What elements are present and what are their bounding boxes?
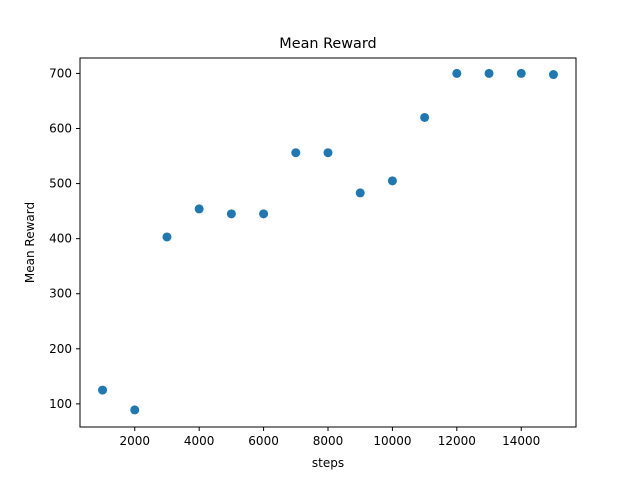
data-point [355, 188, 365, 198]
x-tick-label: 4000 [184, 434, 215, 448]
chart-title: Mean Reward [279, 36, 376, 52]
x-tick-label: 8000 [313, 434, 344, 448]
data-point [548, 70, 558, 80]
data-point [259, 209, 269, 219]
data-point [323, 148, 333, 158]
data-point [162, 232, 172, 242]
x-tick-label: 6000 [248, 434, 279, 448]
data-point [291, 148, 301, 158]
x-tick-label: 2000 [119, 434, 150, 448]
y-tick-label: 300 [49, 287, 72, 301]
data-points [98, 68, 558, 415]
data-point [194, 204, 204, 214]
y-tick-label: 400 [49, 232, 72, 246]
y-tick-label: 700 [49, 66, 72, 80]
data-point [98, 385, 108, 395]
x-tick-label: 14000 [502, 434, 540, 448]
data-point [516, 68, 526, 78]
y-axis: 100 200 300 400 500 600 700 [49, 66, 80, 411]
y-tick-label: 600 [49, 121, 72, 135]
y-tick-label: 200 [49, 342, 72, 356]
x-tick-label: 12000 [438, 434, 476, 448]
x-tick-label: 10000 [373, 434, 411, 448]
data-point [452, 68, 462, 78]
x-axis-label: steps [312, 456, 344, 470]
data-point [130, 405, 140, 415]
plot-area [79, 57, 577, 428]
x-axis: 2000 4000 6000 8000 10000 12000 14000 [119, 427, 540, 448]
data-point [387, 176, 397, 186]
data-point [226, 209, 236, 219]
y-axis-label: Mean Reward [23, 202, 37, 283]
y-tick-label: 100 [49, 397, 72, 411]
data-point [484, 68, 494, 78]
y-tick-label: 500 [49, 177, 72, 191]
data-point [420, 112, 430, 122]
